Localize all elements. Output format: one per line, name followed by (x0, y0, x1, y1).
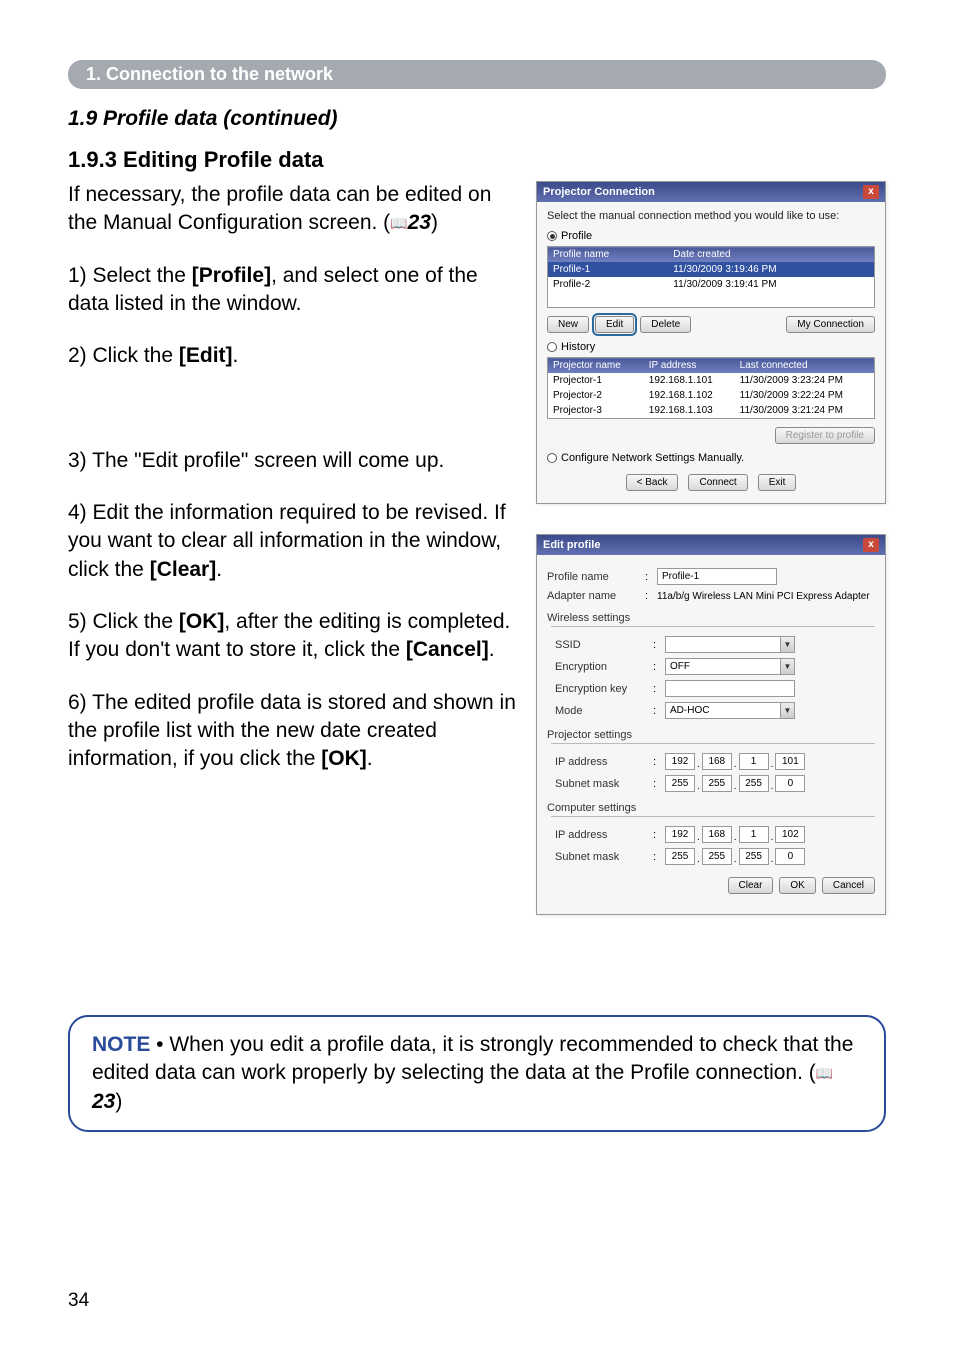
radio-profile[interactable]: Profile (547, 230, 875, 242)
book-icon (816, 1063, 833, 1085)
close-icon[interactable]: x (863, 185, 879, 199)
adapter-label: Adapter name (547, 590, 639, 602)
table-row[interactable]: Projector-3192.168.1.10311/30/2009 3:21:… (548, 403, 875, 419)
subheading: 1.9 Profile data (continued) (68, 107, 886, 131)
mode-field[interactable]: AD-HOC▼ (665, 702, 795, 719)
computer-subnet-field[interactable]: 255. 255. 255. 0 (665, 848, 805, 865)
book-icon (390, 213, 407, 235)
step-1: 1) Select the [Profile], and select one … (68, 262, 516, 319)
profile-name-field[interactable]: Profile-1 (657, 568, 777, 585)
new-button[interactable]: New (547, 316, 589, 333)
exit-button[interactable]: Exit (758, 474, 797, 491)
section-title: 1.9.3 Editing Profile data (68, 147, 886, 173)
table-row[interactable]: Projector-1192.168.1.10111/30/2009 3:23:… (548, 373, 875, 388)
table-row[interactable]: Projector-2192.168.1.10211/30/2009 3:22:… (548, 388, 875, 403)
ssid-field[interactable]: ▼ (665, 636, 795, 653)
adapter-value: 11a/b/g Wireless LAN Mini PCI Express Ad… (657, 591, 870, 602)
step-3: 3) The "Edit profile" screen will come u… (68, 447, 516, 475)
chevron-down-icon: ▼ (780, 659, 794, 674)
back-button[interactable]: < Back (626, 474, 679, 491)
profile-name-label: Profile name (547, 571, 639, 583)
edit-button[interactable]: Edit (595, 316, 634, 333)
table-row[interactable]: Profile-111/30/2009 3:19:46 PM (548, 262, 875, 277)
radio-icon (547, 231, 557, 241)
encryption-field[interactable]: OFF▼ (665, 658, 795, 675)
cancel-button[interactable]: Cancel (822, 877, 875, 894)
radio-history[interactable]: History (547, 341, 875, 353)
page-number: 34 (68, 1290, 89, 1312)
ip-label: IP address (555, 756, 647, 768)
chevron-down-icon: ▼ (780, 637, 794, 652)
delete-button[interactable]: Delete (640, 316, 691, 333)
intro-text: If necessary, the profile data can be ed… (68, 181, 516, 238)
step-6: 6) The edited profile data is stored and… (68, 689, 516, 774)
dialog-instruction: Select the manual connection method you … (547, 210, 875, 222)
projector-subnet-field[interactable]: 255. 255. 255. 0 (665, 775, 805, 792)
history-table[interactable]: Projector nameIP addressLast connected P… (547, 357, 875, 419)
projector-connection-dialog: Projector Connection x Select the manual… (536, 181, 886, 504)
dialog-title: Projector Connection (543, 186, 655, 198)
ip-label: IP address (555, 829, 647, 841)
computer-ip-field[interactable]: 192. 168. 1. 102 (665, 826, 805, 843)
subnet-label: Subnet mask (555, 778, 647, 790)
section-bar: 1. Connection to the network (68, 60, 886, 89)
computer-group-label: Computer settings (547, 802, 875, 814)
note-label: NOTE (92, 1033, 150, 1056)
subnet-label: Subnet mask (555, 851, 647, 863)
register-button: Register to profile (775, 427, 875, 444)
mode-label: Mode (555, 705, 647, 717)
radio-manual[interactable]: Configure Network Settings Manually. (547, 452, 875, 464)
chevron-down-icon: ▼ (780, 703, 794, 718)
radio-icon (547, 342, 557, 352)
step-2: 2) Click the [Edit]. (68, 342, 516, 370)
projector-ip-field[interactable]: 192. 168. 1. 101 (665, 753, 805, 770)
table-row[interactable]: Profile-211/30/2009 3:19:41 PM (548, 277, 875, 292)
encryption-key-label: Encryption key (555, 683, 647, 695)
dialog-title: Edit profile (543, 539, 600, 551)
wireless-group-label: Wireless settings (547, 612, 875, 624)
step-4: 4) Edit the information required to be r… (68, 499, 516, 584)
projector-group-label: Projector settings (547, 729, 875, 741)
ok-button[interactable]: OK (779, 877, 815, 894)
encryption-label: Encryption (555, 661, 647, 673)
clear-button[interactable]: Clear (728, 877, 774, 894)
radio-icon (547, 453, 557, 463)
profile-table[interactable]: Profile nameDate created Profile-111/30/… (547, 246, 875, 308)
close-icon[interactable]: x (863, 538, 879, 552)
connect-button[interactable]: Connect (688, 474, 747, 491)
ssid-label: SSID (555, 639, 647, 651)
edit-profile-dialog: Edit profile x Profile name : Profile-1 … (536, 534, 886, 915)
encryption-key-field[interactable] (665, 680, 795, 697)
note-box: NOTE • When you edit a profile data, it … (68, 1015, 886, 1132)
step-5: 5) Click the [OK], after the editing is … (68, 608, 516, 665)
my-connection-button[interactable]: My Connection (786, 316, 875, 333)
